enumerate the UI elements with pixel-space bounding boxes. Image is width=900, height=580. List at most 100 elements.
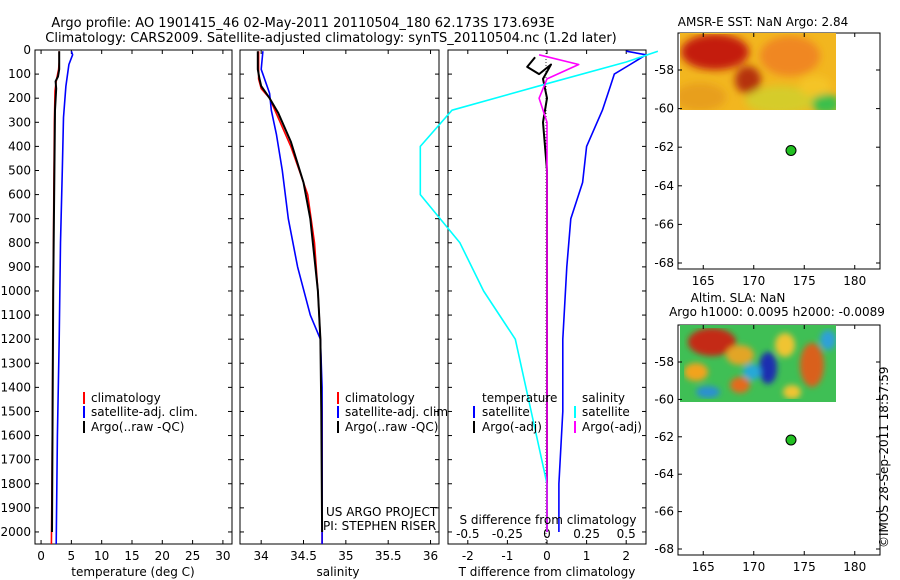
salinity-y-ticks <box>240 49 439 533</box>
sla-map-x-ticks: 165 170 175 180 <box>692 325 866 574</box>
temperature-legend-satellite: satellite-adj. clim. <box>91 405 198 419</box>
depth-tick-label-100: 100 <box>8 67 31 81</box>
salinity-difference-ticks: -0.5 -0.25 0 0.25 0.5 <box>456 527 636 541</box>
x-tick-label-1: 1 <box>583 549 591 563</box>
map-lon-label-175: 175 <box>793 274 816 288</box>
temperature-y-ticks: 0 100 200 300 400 500 600 700 800 900 1000 1100 1200… <box>0 43 232 539</box>
temperature-legend: climatology satellite-adj. clim. Argo(..… <box>83 391 198 434</box>
depth-tick-label-1700: 1700 <box>0 453 31 467</box>
depth-tick-label-1400: 1400 <box>0 380 31 394</box>
temperature-xlabel: temperature (deg C) <box>71 565 194 579</box>
map-lat-label-m68: -68 <box>654 542 674 556</box>
sla-high-south <box>730 377 750 393</box>
legend-salinity-satellite: satellite <box>582 405 630 419</box>
map-lat-label-m68: -68 <box>654 256 674 270</box>
x-tick-label-35p5: 35.5 <box>375 549 402 563</box>
sst-map-x-ticks: 165 170 175 180 <box>692 33 866 288</box>
temperature-lines <box>50 50 74 545</box>
depth-tick-label-1500: 1500 <box>0 404 31 418</box>
map-lat-label-m66: -66 <box>654 505 674 519</box>
sla-low-edge <box>743 364 761 380</box>
salinity-xlabel: salinity <box>316 565 359 579</box>
salinity-legend-argo: Argo(..raw -QC) <box>345 420 438 434</box>
depth-tick-label-800: 800 <box>8 236 31 250</box>
salinity-panel: 34 34.5 35 35.5 36 salinity climatology sate… <box>239 49 452 579</box>
depth-tick-label-0: 0 <box>23 43 31 57</box>
sla-map-subtitle: Argo h1000: 0.0095 h2000: -0.0089 <box>669 305 885 319</box>
salinity-axes-frame <box>239 49 440 545</box>
sla-mid-1 <box>726 345 754 365</box>
x-tick-label-15: 15 <box>124 549 139 563</box>
map-lon-label-180: 180 <box>843 274 866 288</box>
sst-field <box>680 33 836 110</box>
temperature-axes-frame <box>34 49 233 545</box>
depth-tick-label-400: 400 <box>8 139 31 153</box>
salinity-legend-satellite: satellite-adj. clim. <box>345 405 452 419</box>
series-line-temperature-satellite <box>558 50 647 532</box>
x-tick-label-5: 5 <box>68 549 76 563</box>
depth-tick-label-700: 700 <box>8 212 31 226</box>
legend-temperature-satellite: satellite <box>482 405 530 419</box>
pi-credit: PI: STEPHEN RISER <box>323 519 436 533</box>
sla-map-panel: Altim. SLA: NaN Argo h1000: 0.0095 h2000… <box>654 291 885 574</box>
sst-cold-patch <box>812 94 836 110</box>
map-lon-label-170: 170 <box>742 560 765 574</box>
series-line-satellite-adj-clim- <box>260 51 323 544</box>
x-tick-label-0: 0 <box>37 549 45 563</box>
x-tick-label-30: 30 <box>215 549 230 563</box>
x-tick-label-m1: -1 <box>501 549 513 563</box>
difference-y-ticks <box>448 49 646 533</box>
x-tick-label-10: 10 <box>94 549 109 563</box>
title-line-1: Argo profile: AO 1901415_46 02-May-2011 … <box>51 16 554 31</box>
sst-warm-eddy <box>735 66 761 94</box>
legend-temperature-argo: Argo(-adj) <box>482 420 542 434</box>
series-line-argo-raw-qc- <box>256 51 324 533</box>
temperature-x-ticks: 0 5 10 15 20 25 30 <box>37 50 231 563</box>
legend-salinity-title: salinity <box>582 391 625 405</box>
sla-low-core <box>759 352 777 384</box>
difference-panel: -2 -1 0 1 2 -0.5 -0.25 0 0.25 0.5 T difference f… <box>419 49 659 579</box>
sst-map-y-ticks: -58 -60 -62 -64 -66 -68 <box>654 63 880 270</box>
difference-x-ticks: -2 -1 0 1 2 <box>462 50 630 563</box>
depth-tick-label-1900: 1900 <box>0 501 31 515</box>
series-line-salinity-argo-adj- <box>538 54 580 532</box>
map-lon-label-165: 165 <box>692 274 715 288</box>
title-line-2: Climatology: CARS2009. Satellite-adjuste… <box>45 31 617 46</box>
depth-tick-label-1600: 1600 <box>0 429 31 443</box>
depth-tick-label-200: 200 <box>8 91 31 105</box>
salinity-legend-climatology: climatology <box>345 391 415 405</box>
map-lat-label-m62: -62 <box>654 430 674 444</box>
sla-high-north <box>688 328 736 356</box>
sla-mid-2 <box>775 333 795 357</box>
s-difference-tick-label-m0p25: -0.25 <box>492 527 523 541</box>
depth-tick-label-1800: 1800 <box>0 477 31 491</box>
s-difference-tick-label-0: 0 <box>543 527 551 541</box>
sla-field-blobs <box>684 328 836 399</box>
map-lat-label-m58: -58 <box>654 355 674 369</box>
x-tick-label-0: 0 <box>543 549 551 563</box>
sla-map-title: Altim. SLA: NaN <box>691 291 786 305</box>
salinity-lines <box>256 51 324 544</box>
difference-lines <box>419 50 659 532</box>
sst-map-title: AMSR-E SST: NaN Argo: 2.84 <box>678 15 848 29</box>
temperature-legend-climatology: climatology <box>91 391 161 405</box>
sst-warm-core <box>681 34 749 70</box>
map-lat-label-m60: -60 <box>654 102 674 116</box>
legend-temperature-title: temperature <box>482 391 557 405</box>
x-tick-label-2: 2 <box>622 549 630 563</box>
sst-cool-band <box>745 86 815 110</box>
depth-tick-label-1300: 1300 <box>0 356 31 370</box>
timestamp-credit: ©IMOS 28-Sep-2011 18:57:59 <box>877 366 891 548</box>
map-lon-label-175: 175 <box>793 560 816 574</box>
x-tick-label-25: 25 <box>185 549 200 563</box>
map-lat-label-m64: -64 <box>654 467 674 481</box>
project-credit: US ARGO PROJECT <box>326 505 438 519</box>
x-tick-label-36: 36 <box>423 549 438 563</box>
sla-argo-location-marker <box>785 434 797 446</box>
sla-mid-west <box>684 363 708 381</box>
x-tick-label-20: 20 <box>155 549 170 563</box>
depth-tick-label-2000: 2000 <box>0 525 31 539</box>
depth-tick-label-300: 300 <box>8 115 31 129</box>
difference-legend: temperature satellite Argo(-adj) salinit… <box>473 391 642 434</box>
